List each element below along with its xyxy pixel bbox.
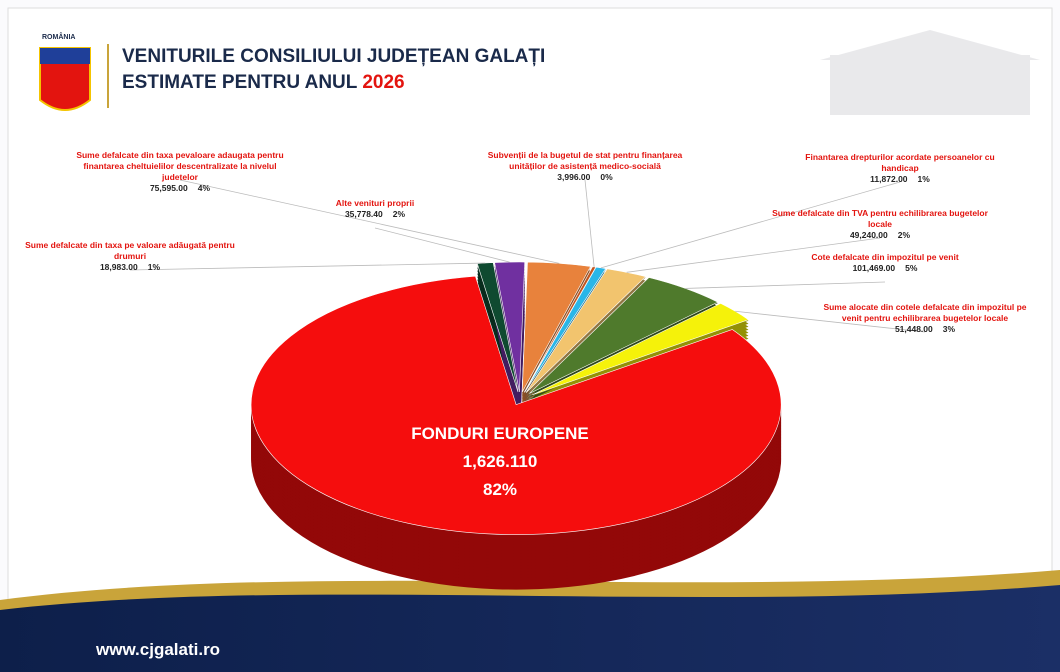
slice-numbers: 49,240.00 2% xyxy=(770,230,990,241)
chart xyxy=(0,0,1060,672)
slice-label: Sume alocate din cotele defalcate din im… xyxy=(815,302,1035,335)
percent-label: 2% xyxy=(898,230,910,240)
slice-category: Finantarea drepturilor acordate persoane… xyxy=(790,152,1010,174)
value-label: 101,469.00 xyxy=(853,263,896,273)
slice-numbers: 11,872.00 1% xyxy=(790,174,1010,185)
slice-label: Sume defalcate din TVA pentru echilibrar… xyxy=(770,208,990,241)
center-percent: 82% xyxy=(380,476,620,504)
slice-label: Finantarea drepturilor acordate persoane… xyxy=(790,152,1010,185)
value-label: 51,448.00 xyxy=(895,324,933,334)
slice-label: Sume defalcate din taxa pevaloare adauga… xyxy=(70,150,290,194)
title-year: 2026 xyxy=(362,72,404,93)
value-label: 18,983.00 xyxy=(100,262,138,272)
value-label: 35,778.40 xyxy=(345,209,383,219)
slice-category: Sume defalcate din TVA pentru echilibrar… xyxy=(770,208,990,230)
percent-label: 5% xyxy=(905,263,917,273)
value-label: 49,240.00 xyxy=(850,230,888,240)
title-text: ESTIMATE PENTRU ANUL xyxy=(122,72,357,93)
percent-label: 4% xyxy=(198,183,210,193)
center-value: 1,626.110 xyxy=(380,448,620,476)
slice-label: Sume defalcate din taxa pe valoare adăug… xyxy=(20,240,240,273)
slice-numbers: 3,996.00 0% xyxy=(475,172,695,183)
slice-numbers: 18,983.00 1% xyxy=(20,262,240,273)
coat-of-arms-top xyxy=(40,48,90,64)
value-label: 75,595.00 xyxy=(150,183,188,193)
value-label: 11,872.00 xyxy=(870,174,907,184)
center-category: FONDURI EUROPENE xyxy=(380,420,620,448)
value-label: 3,996.00 xyxy=(557,172,590,182)
slice-numbers: 101,469.00 5% xyxy=(775,263,995,274)
slice-category: Cote defalcate din impozitul pe venit xyxy=(775,252,995,263)
percent-label: 2% xyxy=(393,209,405,219)
center-label: FONDURI EUROPENE 1,626.110 82% xyxy=(380,420,620,504)
slide: ROMÂNIA VENITURILE CONSILIULUI JUDEȚEAN … xyxy=(0,0,1060,672)
website: www.cjgalati.ro xyxy=(96,640,220,660)
title-line-2: ESTIMATE PENTRU ANUL 2026 xyxy=(122,72,405,94)
percent-label: 3% xyxy=(943,324,955,334)
percent-label: 0% xyxy=(600,172,612,182)
slice-category: Sume alocate din cotele defalcate din im… xyxy=(815,302,1035,324)
slice-numbers: 75,595.00 4% xyxy=(70,183,290,194)
slice-category: Sume defalcate din taxa pevaloare adauga… xyxy=(70,150,290,183)
slice-category: Sume defalcate din taxa pe valoare adăug… xyxy=(20,240,240,262)
slice-category: Subvenții de la bugetul de stat pentru f… xyxy=(475,150,695,172)
percent-label: 1% xyxy=(918,174,930,184)
title-line-1: VENITURILE CONSILIULUI JUDEȚEAN GALAȚI xyxy=(122,46,545,68)
slice-label: Subvenții de la bugetul de stat pentru f… xyxy=(475,150,695,183)
slice-category: Alte venituri proprii xyxy=(265,198,485,209)
slice-numbers: 51,448.00 3% xyxy=(815,324,1035,335)
percent-label: 1% xyxy=(148,262,160,272)
slice-numbers: 35,778.40 2% xyxy=(265,209,485,220)
country: ROMÂNIA xyxy=(42,34,75,41)
